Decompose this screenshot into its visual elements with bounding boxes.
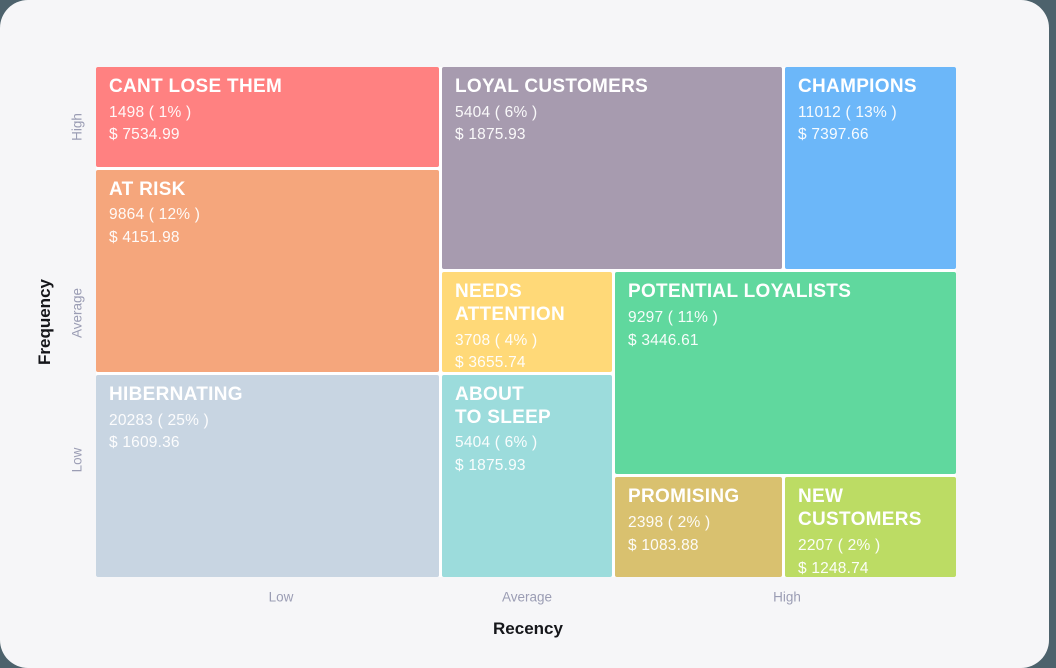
y-axis-title: Frequency — [35, 279, 54, 365]
segment-monetary: $ 3655.74 — [455, 354, 526, 372]
y-tick-high: High — [69, 113, 85, 141]
segment-monetary: $ 7397.66 — [798, 126, 869, 144]
segment-needs-attention[interactable]: NEEDS ATTENTION 3708 ( 4% ) $ 3655.74 — [442, 272, 612, 372]
segment-count: 11012 ( 13% ) — [798, 103, 897, 121]
segment-title: POTENTIAL LOYALISTS — [628, 281, 852, 303]
x-tick-high: High — [773, 589, 801, 605]
segment-count: 9297 ( 11% ) — [628, 308, 718, 326]
segment-monetary: $ 3446.61 — [628, 331, 699, 349]
segment-title: AT RISK — [109, 178, 186, 200]
segment-monetary: $ 4151.98 — [109, 229, 180, 247]
rfm-segment-grid: CANT LOSE THEM 1498 ( 1% ) $ 7534.99 AT … — [96, 67, 956, 577]
segment-title: ABOUT TO SLEEP — [455, 383, 552, 428]
segment-new-customers[interactable]: NEW CUSTOMERS 2207 ( 2% ) $ 1248.74 — [785, 477, 956, 577]
y-tick-low: Low — [69, 447, 85, 473]
segment-count: 20283 ( 25% ) — [109, 411, 209, 429]
segment-at-risk[interactable]: AT RISK 9864 ( 12% ) $ 4151.98 — [96, 169, 439, 372]
segment-about-to-sleep[interactable]: ABOUT TO SLEEP 5404 ( 6% ) $ 1875.93 — [442, 374, 612, 577]
segment-monetary: $ 1875.93 — [455, 126, 526, 144]
segment-count: 9864 ( 12% ) — [109, 206, 201, 224]
segment-hibernating[interactable]: HIBERNATING 20283 ( 25% ) $ 1609.36 — [96, 374, 439, 577]
segment-count: 2398 ( 2% ) — [628, 514, 711, 532]
segment-champions[interactable]: CHAMPIONS 11012 ( 13% ) $ 7397.66 — [785, 67, 956, 270]
segment-potential-loyalists[interactable]: POTENTIAL LOYALISTS 9297 ( 11% ) $ 3446.… — [615, 272, 956, 475]
segment-monetary: $ 1083.88 — [628, 536, 699, 554]
segment-monetary: $ 1875.93 — [455, 457, 526, 475]
segment-monetary: $ 7534.99 — [109, 126, 180, 144]
segment-count: 3708 ( 4% ) — [455, 331, 538, 349]
x-tick-average: Average — [501, 589, 553, 605]
segment-loyal-customers[interactable]: LOYAL CUSTOMERS 5404 ( 6% ) $ 1875.93 — [442, 67, 782, 270]
y-tick-average: Average — [69, 287, 85, 339]
segment-title: PROMISING — [628, 486, 740, 508]
segment-title: NEW CUSTOMERS — [798, 486, 922, 531]
x-axis-title: Recency — [493, 619, 563, 638]
segment-count: 5404 ( 6% ) — [455, 103, 538, 121]
segment-title: LOYAL CUSTOMERS — [455, 76, 649, 97]
segment-title: HIBERNATING — [109, 383, 243, 405]
segment-monetary: $ 1609.36 — [109, 434, 180, 452]
segment-title: CANT LOSE THEM — [109, 76, 283, 97]
segment-title: CHAMPIONS — [798, 76, 917, 97]
segment-monetary: $ 1248.74 — [798, 559, 869, 577]
segment-count: 5404 ( 6% ) — [455, 434, 538, 452]
segment-count: 1498 ( 1% ) — [109, 103, 192, 121]
segment-promising[interactable]: PROMISING 2398 ( 2% ) $ 1083.88 — [615, 477, 782, 577]
segment-count: 2207 ( 2% ) — [798, 536, 881, 554]
segment-cant-lose-them[interactable]: CANT LOSE THEM 1498 ( 1% ) $ 7534.99 — [96, 67, 439, 167]
segment-title: NEEDS ATTENTION — [455, 281, 566, 325]
x-tick-low: Low — [268, 589, 294, 605]
